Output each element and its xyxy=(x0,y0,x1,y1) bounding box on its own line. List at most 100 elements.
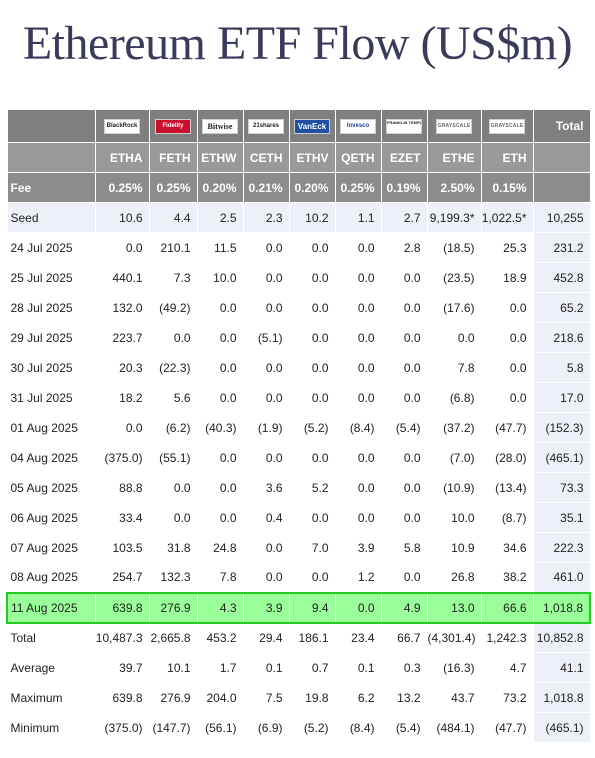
flow-cell: 0.4 xyxy=(242,502,290,533)
flow-cell: 0.0 xyxy=(148,502,198,533)
row-label: 29 Jul 2025 xyxy=(6,322,96,353)
flow-cell: 26.8 xyxy=(426,562,482,593)
total-column-header: Total xyxy=(532,109,591,143)
table-row: 24 Jul 2025 0.0 210.1 11.5 0.0 0.0 0.0 2.8 (18.5… xyxy=(6,232,591,263)
flow-cell: 2.8 xyxy=(380,232,428,263)
flow-cell: 1.1 xyxy=(334,202,382,233)
grayscale-logo: GRAYSCALE xyxy=(489,118,525,134)
fee-cell: 0.25% xyxy=(334,172,382,203)
fee-label: Fee xyxy=(6,172,96,203)
flow-cell: 20.3 xyxy=(94,352,150,383)
flow-cell: (375.0) xyxy=(94,712,150,743)
flow-cell: (6.9) xyxy=(242,712,290,743)
flow-cell: 0.0 xyxy=(480,292,534,323)
fee-cell: 0.20% xyxy=(288,172,336,203)
flow-cell: 0.0 xyxy=(196,382,244,413)
flow-cell: 18.9 xyxy=(480,262,534,293)
flow-cell: 9.4 xyxy=(288,591,336,624)
flow-cell: 0.1 xyxy=(334,652,382,683)
flow-cell: 0.0 xyxy=(242,232,290,263)
flow-cell: 0.0 xyxy=(242,532,290,563)
row-label: 07 Aug 2025 xyxy=(6,532,96,563)
flow-cell: 34.6 xyxy=(480,532,534,563)
logo-row: BlackRock Fidelity Bitwise 21shares VanE… xyxy=(6,109,591,143)
flow-cell: 0.0 xyxy=(380,502,428,533)
flow-cell: 210.1 xyxy=(148,232,198,263)
flow-cell: 7.5 xyxy=(242,682,290,713)
flow-cell: 4.9 xyxy=(380,591,428,624)
table-row: 08 Aug 2025 254.7 132.3 7.8 0.0 0.0 1.2 0.0 26.8… xyxy=(6,562,591,593)
flow-cell: 10.0 xyxy=(426,502,482,533)
page-title: Ethereum ETF Flow (US$m) xyxy=(22,17,573,70)
flow-cell: 0.0 xyxy=(196,322,244,353)
total-cell: (465.1) xyxy=(532,712,591,743)
fee-cell: 0.20% xyxy=(196,172,244,203)
ticker-header: EZET xyxy=(380,142,428,173)
flow-cell: 0.0 xyxy=(196,352,244,383)
flow-cell: 0.0 xyxy=(242,562,290,593)
flow-cell: 639.8 xyxy=(94,682,150,713)
flow-cell: (5.2) xyxy=(288,712,336,743)
table-row: 28 Jul 2025 132.0 (49.2) 0.0 0.0 0.0 0.0 0.0 (17… xyxy=(6,292,591,323)
ticker-header: ETHA xyxy=(94,142,150,173)
row-label: 28 Jul 2025 xyxy=(6,292,96,323)
total-cell: 17.0 xyxy=(532,382,591,413)
flow-cell: 24.8 xyxy=(196,532,244,563)
flow-cell: 7.8 xyxy=(426,352,482,383)
fee-cell: 0.19% xyxy=(380,172,428,203)
flow-cell: 25.3 xyxy=(480,232,534,263)
flow-cell: 13.2 xyxy=(380,682,428,713)
flow-cell: 9,199.3* xyxy=(426,202,482,233)
flow-cell: 5.2 xyxy=(288,472,336,503)
flow-cell: 0.0 xyxy=(480,322,534,353)
flow-cell: 6.2 xyxy=(334,682,382,713)
highlighted-table-row: 11 Aug 2025 639.8 276.9 4.3 3.9 9.4 0.0 4.9 13.0… xyxy=(6,591,591,624)
flow-cell: 0.0 xyxy=(242,382,290,413)
flow-cell: 31.8 xyxy=(148,532,198,563)
blackrock-logo: BlackRock xyxy=(104,118,140,134)
fee-cell: 0.25% xyxy=(148,172,198,203)
total-cell: 10,255 xyxy=(532,202,591,233)
flow-cell: 33.4 xyxy=(94,502,150,533)
total-cell: (152.3) xyxy=(532,412,591,443)
flow-cell: 1.7 xyxy=(196,652,244,683)
row-label: 01 Aug 2025 xyxy=(6,412,96,443)
flow-cell: 43.7 xyxy=(426,682,482,713)
flow-cell: 1,242.3 xyxy=(480,622,534,653)
flow-cell: (13.4) xyxy=(480,472,534,503)
flow-cell: 0.0 xyxy=(380,472,428,503)
flow-cell: 0.0 xyxy=(334,232,382,263)
flow-cell: (56.1) xyxy=(196,712,244,743)
flow-cell: (6.2) xyxy=(148,412,198,443)
fee-cell: 0.15% xyxy=(480,172,534,203)
flow-cell: 0.0 xyxy=(380,292,428,323)
table-row: 06 Aug 2025 33.4 0.0 0.0 0.4 0.0 0.0 0.0 10.0 (8.… xyxy=(6,502,591,533)
flow-cell: 3.9 xyxy=(242,591,290,624)
vaneck-logo: VanEck xyxy=(294,118,330,134)
flow-cell: 73.2 xyxy=(480,682,534,713)
flow-cell: (40.3) xyxy=(196,412,244,443)
invesco-logo: Invesco xyxy=(340,118,376,134)
flow-cell: 0.0 xyxy=(334,292,382,323)
flow-cell: 0.0 xyxy=(196,472,244,503)
flow-cell: 0.0 xyxy=(334,322,382,353)
flow-cell: 639.8 xyxy=(94,591,150,624)
flow-cell: (8.4) xyxy=(334,712,382,743)
flow-cell: 7.8 xyxy=(196,562,244,593)
row-label: Minimum xyxy=(6,712,96,743)
flow-cell: 0.0 xyxy=(380,562,428,593)
row-label: 05 Aug 2025 xyxy=(6,472,96,503)
flow-cell: 10,487.3 xyxy=(94,622,150,653)
flow-cell: (55.1) xyxy=(148,442,198,473)
flow-cell: 0.0 xyxy=(288,352,336,383)
flow-cell: 2.7 xyxy=(380,202,428,233)
total-cell: 10,852.8 xyxy=(532,622,591,653)
flow-cell: 0.0 xyxy=(334,262,382,293)
flow-cell: 13.0 xyxy=(426,591,482,624)
flow-cell: (375.0) xyxy=(94,442,150,473)
flow-cell: 19.8 xyxy=(288,682,336,713)
flow-cell: (5.4) xyxy=(380,412,428,443)
flow-cell: 7.3 xyxy=(148,262,198,293)
flow-cell: (5.2) xyxy=(288,412,336,443)
flow-cell: 5.6 xyxy=(148,382,198,413)
